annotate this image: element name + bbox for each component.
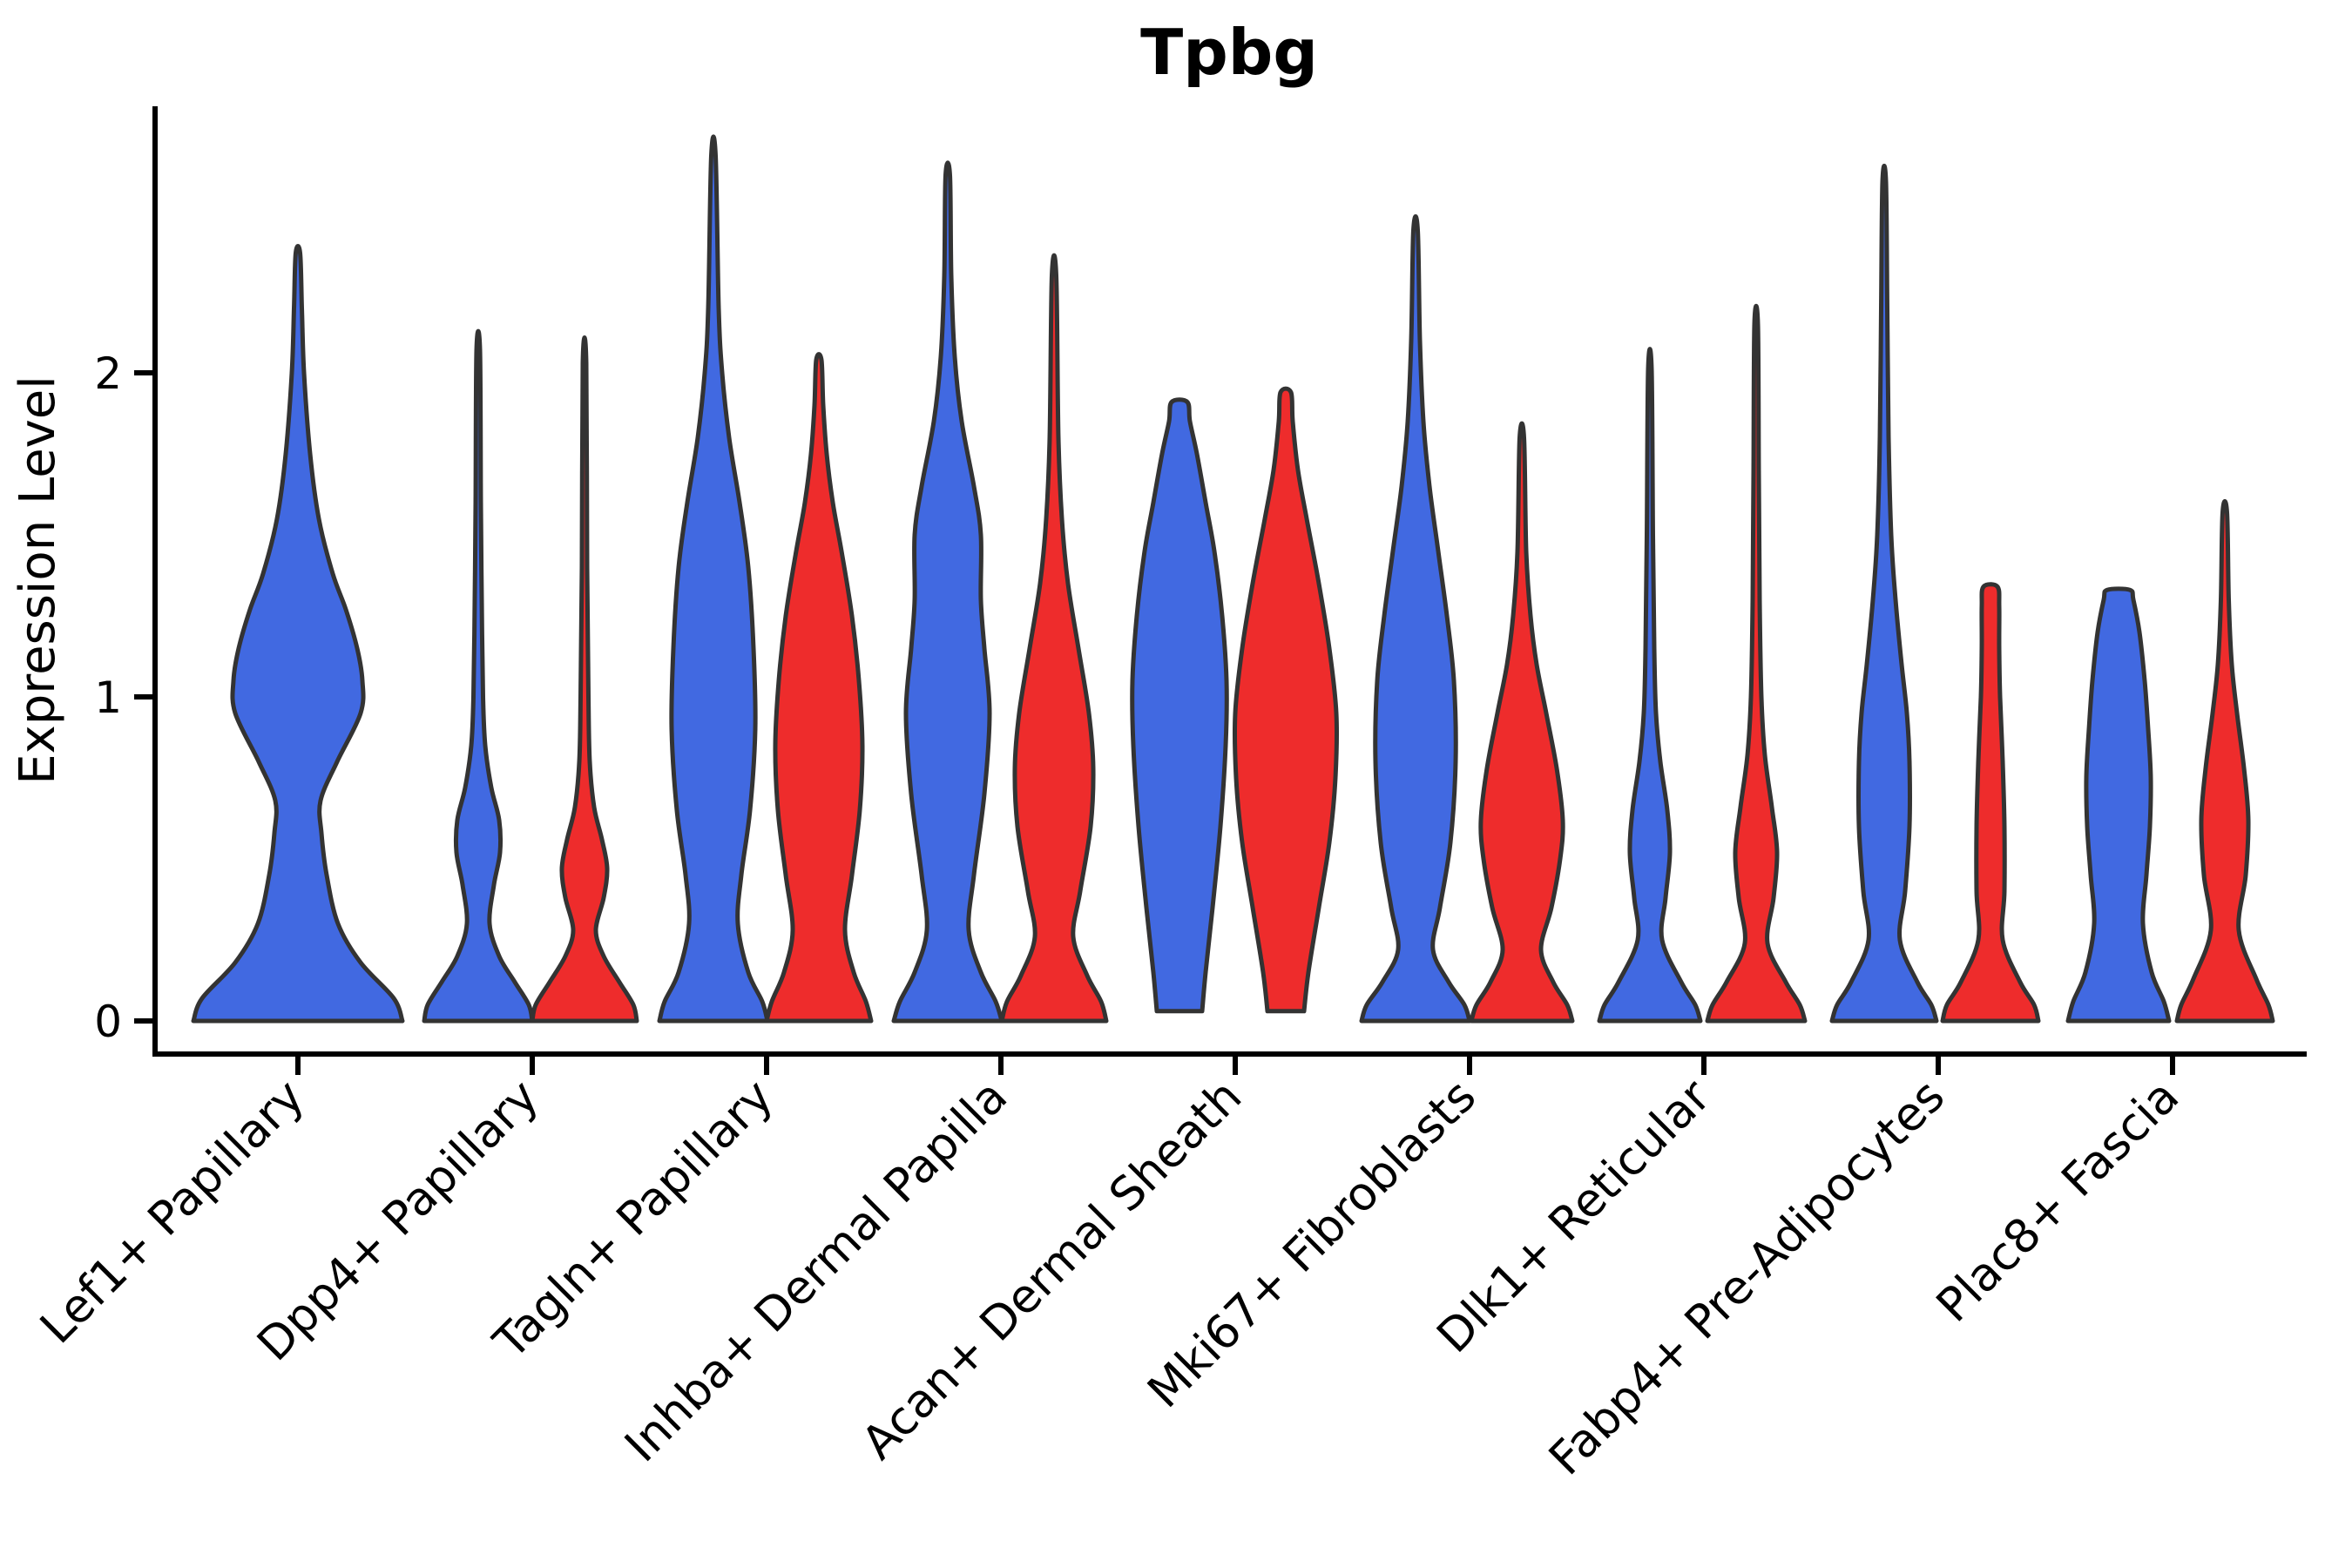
violin-fabp4-pre-adipocytes-red (1940, 582, 2041, 1024)
violin-fabp4-pre-adipocytes-blue (1829, 163, 1939, 1024)
violin-inhba-dermal-papilla-blue (891, 160, 1004, 1024)
y-tick-label-1: 1 (94, 672, 122, 723)
violin-inhba-dermal-papilla-red (999, 253, 1109, 1024)
x-tick-label-acan-dermal-sheath: Acan+ Dermal Sheath (852, 1070, 1252, 1470)
violin-tagln-papillary-blue (657, 134, 770, 1024)
violin-dpp4-papillary-red (530, 335, 639, 1024)
violin-dpp4-papillary-blue (422, 328, 535, 1024)
violins-layer (191, 134, 2275, 1024)
violin-acan-dermal-sheath-blue (1130, 397, 1229, 1014)
violin-tagln-papillary-red (764, 352, 874, 1024)
x-tick-label-fabp4-pre-adipocytes: Fabp4+ Pre-Adipocytes (1539, 1070, 1955, 1485)
x-tick-label-inhba-dermal-papilla: Inhba+ Dermal Papilla (615, 1070, 1017, 1472)
y-ticks-layer: 0 1 2 (94, 348, 155, 1047)
y-tick-label-0: 0 (94, 997, 122, 1047)
violin-plac8-fascia-red (2174, 498, 2275, 1024)
violin-dlk1-reticular-red (1705, 303, 1808, 1024)
y-axis-label: Expression Level (10, 375, 66, 785)
violin-acan-dermal-sheath-red (1232, 386, 1340, 1014)
x-tick-label-plac8-fascia: Plac8+ Fascia (1927, 1070, 2189, 1332)
violin-lef1-papillary-blue (191, 243, 405, 1024)
violin-plac8-fascia-blue (2065, 586, 2172, 1024)
violin-dlk1-reticular-blue (1597, 347, 1703, 1024)
chart-title: Tpbg (1140, 16, 1318, 89)
violin-mki67-fibroblasts-red (1469, 421, 1575, 1024)
violin-mki67-fibroblasts-blue (1359, 213, 1472, 1024)
y-tick-label-2: 2 (94, 348, 122, 399)
